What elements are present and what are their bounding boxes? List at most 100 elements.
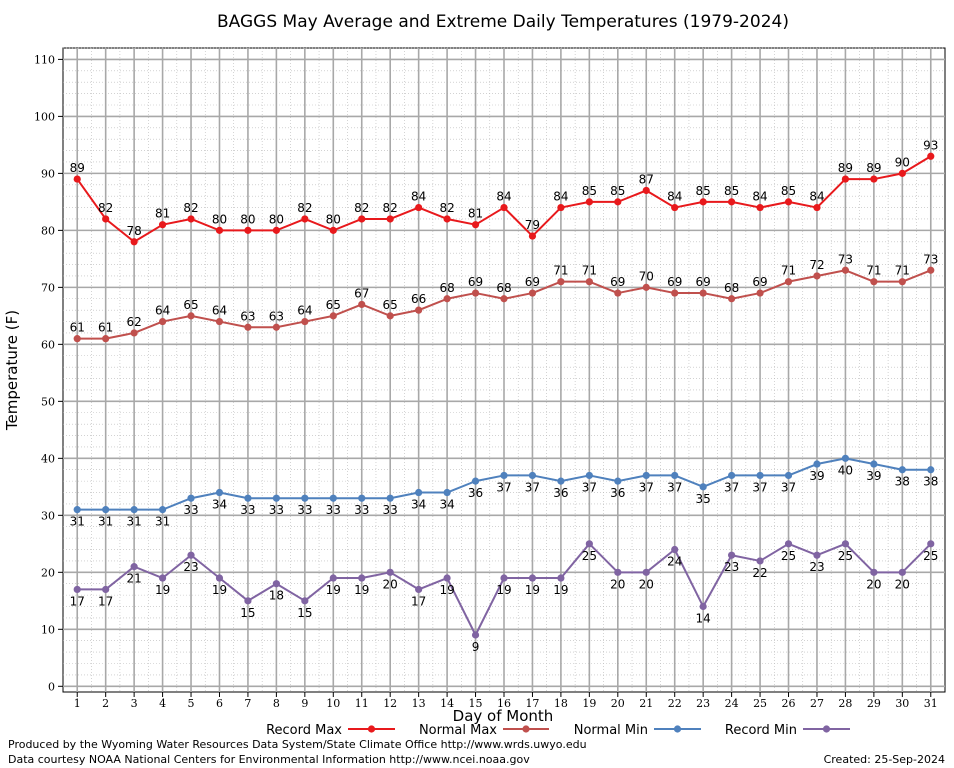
legend-label-normal-min: Normal Min — [574, 723, 648, 738]
record-max-point — [215, 226, 224, 234]
record-max-point — [528, 232, 537, 240]
series-layer — [73, 152, 935, 639]
record-min-point — [215, 574, 224, 582]
normal-min-data-label: 35 — [696, 492, 711, 506]
normal-min-data-label: 33 — [240, 503, 255, 517]
normal-min-point — [386, 494, 394, 502]
normal-max-point — [784, 278, 793, 286]
record-max-data-label: 80 — [240, 212, 255, 226]
normal-min-point — [528, 471, 537, 480]
normal-max-point — [585, 278, 593, 286]
normal-max-data-label: 70 — [639, 269, 654, 283]
normal-max-point — [813, 272, 821, 280]
record-max-data-label: 80 — [212, 212, 227, 226]
record-max-point — [471, 221, 480, 229]
record-min-point — [329, 574, 337, 582]
normal-max-data-label: 69 — [696, 275, 711, 289]
normal-max-data-label: 71 — [866, 264, 881, 278]
record-max-point — [158, 221, 167, 229]
legend-label-record-max: Record Max — [266, 723, 342, 738]
record-min-data-label: 19 — [496, 583, 511, 597]
normal-max-data-label: 63 — [269, 309, 284, 323]
normal-max-data-label: 66 — [411, 292, 426, 306]
normal-max-point — [927, 266, 935, 274]
record-min-point — [841, 540, 850, 548]
normal-max-data-label: 69 — [468, 275, 483, 289]
normal-min-data-label: 37 — [639, 480, 654, 494]
record-min-data-label: 24 — [667, 555, 682, 569]
x-tick-label: 7 — [244, 697, 251, 710]
record-min-data-label: 17 — [70, 594, 85, 608]
y-tick-label: 50 — [41, 395, 55, 408]
record-min-data-label: 21 — [126, 572, 141, 586]
x-tick-label: 23 — [696, 697, 710, 710]
record-max-data-label: 87 — [639, 172, 654, 186]
normal-min-point — [187, 494, 195, 502]
normal-min-data-label: 33 — [326, 503, 341, 517]
record-max-point — [756, 203, 764, 212]
normal-max-data-label: 64 — [212, 304, 227, 318]
normal-max-data-label: 73 — [838, 252, 853, 266]
legend-marker-record-min — [822, 725, 831, 733]
record-min-point — [73, 585, 81, 594]
normal-min-point — [728, 471, 736, 480]
record-max-data-label: 84 — [752, 190, 767, 204]
y-tick-label: 100 — [34, 110, 55, 123]
record-min-point — [898, 568, 906, 576]
normal-min-point — [500, 471, 508, 480]
x-tick-label: 9 — [301, 697, 308, 710]
x-tick-label: 3 — [131, 697, 138, 710]
chart-title: BAGGS May Average and Extreme Daily Temp… — [217, 12, 789, 32]
normal-max-point — [443, 295, 451, 303]
normal-max-data-label: 68 — [439, 281, 454, 295]
x-tick-label: 8 — [273, 697, 280, 710]
record-min-data-label: 15 — [240, 606, 255, 620]
x-tick-label: 15 — [469, 697, 483, 710]
record-min-point — [927, 540, 935, 548]
record-max-point — [671, 203, 679, 212]
footer-producer: Produced by the Wyoming Water Resources … — [8, 738, 587, 751]
normal-min-data-label: 38 — [895, 475, 910, 489]
normal-max-point — [130, 329, 138, 337]
normal-min-point — [415, 488, 423, 497]
record-max-data-label: 81 — [155, 207, 170, 221]
normal-max-point — [841, 266, 850, 274]
record-min-point — [728, 551, 736, 559]
record-min-point — [585, 540, 593, 548]
record-min-point — [699, 602, 707, 611]
normal-min-data-label: 33 — [354, 503, 369, 517]
record-min-point — [784, 540, 793, 548]
normal-max-point — [699, 289, 707, 297]
normal-min-data-label: 36 — [610, 486, 625, 500]
normal-max-data-label: 68 — [724, 281, 739, 295]
normal-max-point — [415, 306, 423, 314]
normal-min-point — [130, 506, 138, 514]
record-max-data-label: 85 — [610, 184, 625, 198]
normal-min-point — [272, 494, 280, 502]
record-max-data-label: 82 — [439, 201, 454, 215]
record-max-point — [728, 198, 736, 206]
normal-min-point — [215, 488, 224, 497]
x-tick-label: 5 — [188, 697, 195, 710]
record-min-point — [244, 597, 252, 605]
record-min-point — [870, 568, 878, 576]
x-axis-ticks: 1 2 3 4 5 6 7 8 9 10 11 12 13 14 15 16 17 18 19 20 21 22 23 24 2… — [74, 692, 938, 710]
normal-max-point — [728, 295, 736, 303]
record-max-point — [870, 175, 878, 183]
y-tick-label: 20 — [41, 566, 55, 579]
record-min-data-label: 25 — [582, 549, 597, 563]
normal-min-data-label: 37 — [496, 480, 511, 494]
plot-area: 89 82 78 81 82 80 80 80 82 80 82 82 84 82 81 84 79 84 85 85… — [62, 47, 946, 693]
normal-min-point — [329, 494, 337, 502]
y-tick-label: 90 — [41, 167, 55, 180]
normal-max-point — [898, 278, 906, 286]
x-tick-label: 30 — [895, 697, 909, 710]
record-min-point — [358, 574, 366, 582]
record-max-data-label: 84 — [553, 190, 568, 204]
x-tick-label: 1 — [74, 697, 81, 710]
normal-max-data-label: 69 — [667, 275, 682, 289]
y-tick-label: 10 — [41, 623, 55, 636]
record-min-data-label: 19 — [439, 583, 454, 597]
record-min-point — [443, 574, 451, 582]
normal-max-point — [244, 323, 252, 331]
